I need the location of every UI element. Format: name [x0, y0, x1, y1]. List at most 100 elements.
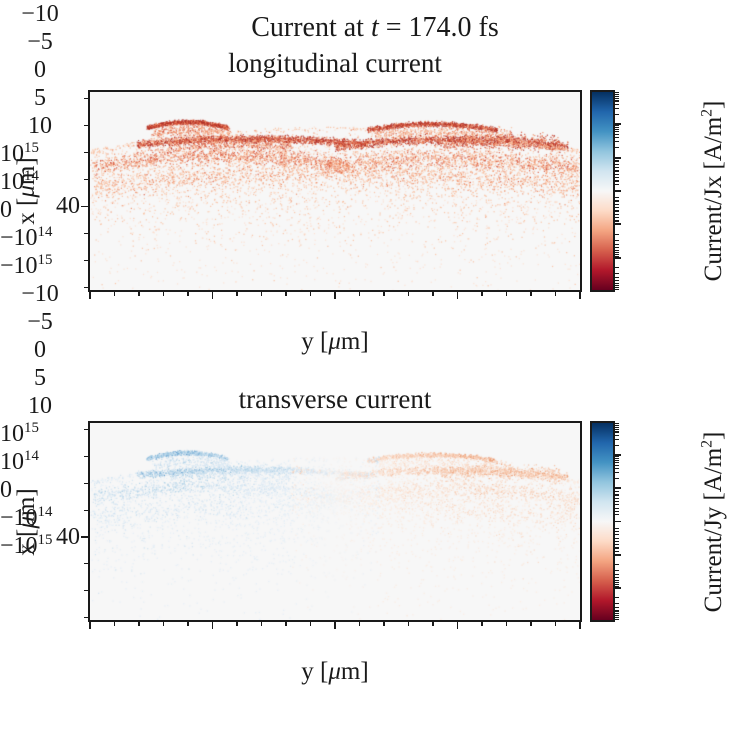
axis-tick-mark — [285, 622, 287, 626]
axis-tick-mark — [84, 482, 88, 484]
axis-tick-mark — [211, 622, 214, 629]
axis-tick-mark — [358, 292, 361, 296]
colorbar-label-transverse: Current/Jy [A/m2] — [698, 431, 727, 612]
axis-tick-mark — [84, 286, 88, 288]
axis-tick-mark — [615, 277, 619, 279]
axis-tick-mark — [615, 603, 619, 605]
axis-tick-mark — [615, 618, 619, 620]
axis-tick-mark — [615, 444, 619, 446]
x-axis-label-transverse: y [μm] — [301, 658, 369, 685]
axis-tick-mark — [615, 163, 619, 165]
axis-tick-mark — [615, 540, 619, 542]
axis-tick-mark — [615, 464, 619, 466]
axis-tick-mark — [81, 536, 88, 538]
axis-tick-mark — [615, 288, 619, 290]
axis-tick-mark — [615, 550, 619, 552]
axis-tick-mark — [84, 152, 88, 154]
axis-tick-mark — [615, 285, 619, 287]
x-tick-label: 5 — [34, 85, 46, 111]
x-tick-label: 5 — [34, 365, 46, 391]
axis-tick-mark — [615, 267, 619, 269]
axis-tick-mark — [530, 622, 532, 626]
axis-tick-mark — [615, 461, 619, 464]
axis-tick-mark — [615, 107, 619, 109]
axis-tick-mark — [615, 497, 619, 499]
axis-tick-mark — [615, 123, 621, 126]
axis-tick-mark — [383, 622, 385, 626]
subplot-title-longitudinal: longitudinal current — [228, 48, 442, 78]
axis-tick-mark — [84, 429, 88, 431]
axis-tick-mark — [84, 259, 88, 261]
axis-tick-mark — [615, 133, 619, 135]
axis-tick-mark — [615, 173, 619, 175]
axis-tick-mark — [615, 579, 619, 581]
colorbar-label-longitudinal: Current/Jx [A/m2] — [698, 100, 727, 282]
axis-tick-mark — [615, 553, 621, 556]
axis-tick-mark — [615, 537, 619, 539]
axis-tick-mark — [615, 610, 619, 612]
axis-tick-mark — [615, 239, 619, 241]
axis-tick-mark — [89, 622, 91, 629]
figure-title: Current at t = 174.0 fs — [251, 12, 499, 43]
axis-tick-mark — [615, 584, 619, 586]
scatter-canvas-transverse — [90, 423, 580, 620]
axis-tick-mark — [615, 527, 619, 529]
scatter-canvas-longitudinal — [90, 92, 580, 290]
axis-tick-mark — [84, 179, 88, 181]
axis-tick-mark — [615, 426, 619, 428]
axis-tick-mark — [84, 125, 88, 127]
axis-tick-mark — [579, 622, 581, 629]
colorbar-tick-label: 1015 — [0, 420, 39, 447]
axis-tick-mark — [615, 183, 619, 185]
x-tick-label: −5 — [27, 29, 53, 55]
axis-tick-mark — [615, 585, 619, 587]
axis-tick-mark — [615, 197, 619, 199]
axis-tick-mark — [481, 292, 483, 296]
axis-tick-mark — [84, 589, 88, 592]
axis-tick-mark — [615, 125, 619, 127]
colorbar-tick-label: −1015 — [0, 252, 53, 279]
x-tick-label: 0 — [34, 337, 46, 363]
axis-tick-mark — [615, 255, 619, 257]
axis-tick-mark — [615, 467, 619, 469]
axis-tick-mark — [615, 434, 619, 436]
axis-tick-mark — [615, 520, 621, 523]
axis-tick-mark — [615, 507, 619, 509]
axis-tick-mark — [615, 491, 619, 493]
colorbar-tick-label: −1015 — [0, 532, 53, 559]
axis-tick-mark — [615, 477, 619, 479]
axis-tick-mark — [615, 438, 619, 440]
axis-tick-mark — [84, 98, 88, 100]
axis-tick-mark — [615, 457, 619, 459]
colorbar-tick-label: 1014 — [0, 168, 39, 195]
axis-tick-mark — [383, 292, 385, 296]
colorbar-tick-label: 1014 — [0, 448, 39, 475]
axis-tick-mark — [615, 287, 619, 289]
axis-tick-mark — [579, 292, 581, 299]
axis-tick-mark — [615, 494, 619, 496]
colorbar-transverse — [590, 421, 615, 622]
axis-tick-mark — [615, 431, 619, 433]
colorbar-tick-label: 0 — [0, 197, 12, 223]
axis-tick-mark — [615, 514, 619, 516]
axis-tick-mark — [615, 577, 619, 579]
axis-tick-mark — [615, 223, 621, 226]
axis-tick-mark — [358, 622, 361, 626]
axis-tick-mark — [615, 180, 619, 182]
axis-tick-mark — [615, 424, 619, 426]
axis-tick-mark — [456, 292, 459, 299]
x-tick-label: 10 — [28, 393, 52, 419]
axis-tick-mark — [615, 454, 621, 457]
axis-tick-mark — [84, 509, 88, 511]
axis-tick-mark — [615, 574, 619, 576]
axis-tick-mark — [615, 530, 619, 532]
axis-tick-mark — [615, 471, 619, 474]
axis-tick-mark — [615, 160, 619, 162]
axis-tick-mark — [615, 617, 619, 619]
axis-tick-mark — [187, 622, 189, 626]
axis-tick-mark — [187, 292, 189, 296]
axis-tick-mark — [615, 128, 619, 131]
axis-tick-mark — [309, 292, 312, 296]
x-tick-label: 10 — [28, 113, 52, 139]
